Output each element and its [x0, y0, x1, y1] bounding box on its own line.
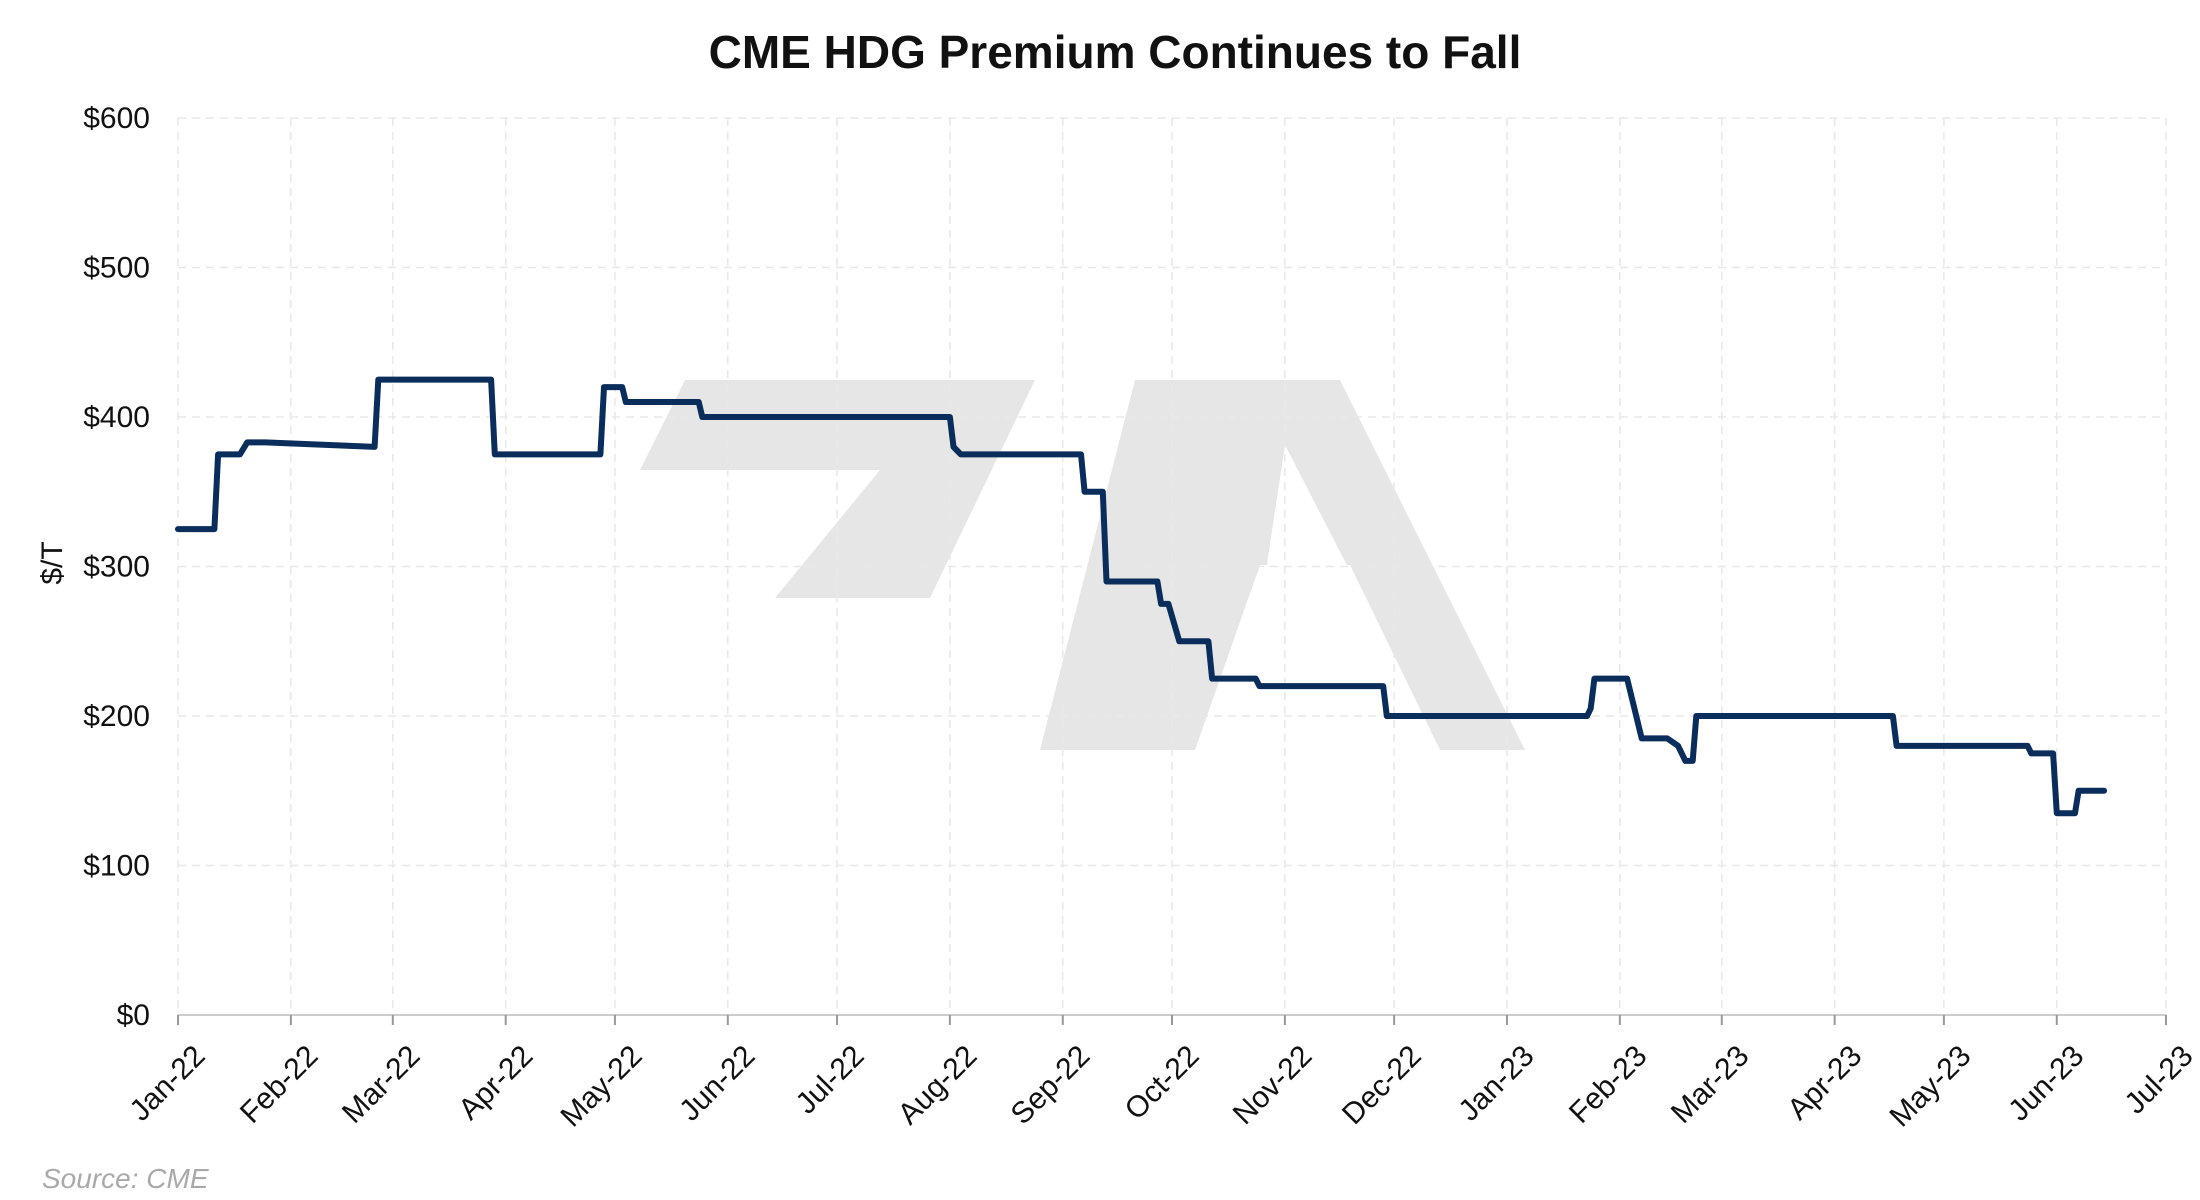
x-tick-label: Apr-22: [452, 1039, 539, 1126]
series-line: [175, 376, 2108, 817]
y-tick-label: $600: [83, 102, 150, 135]
x-tick-label: Feb-22: [234, 1039, 325, 1130]
y-axis-label: $/T: [36, 541, 69, 584]
x-tick-label: Jan-23: [1452, 1039, 1540, 1127]
x-tick-label: Sep-22: [1005, 1039, 1097, 1131]
y-ticks: $0 $100 $200 $300 $400 $500 $600: [83, 102, 150, 1032]
y-tick-label: $0: [117, 999, 150, 1032]
x-tick-label: Jul-22: [790, 1039, 871, 1120]
x-tick-label: Jun-22: [673, 1039, 761, 1127]
x-tick-label: Dec-22: [1336, 1039, 1428, 1131]
y-tick-label: $200: [83, 700, 150, 733]
x-tick-label: Apr-23: [1781, 1039, 1868, 1126]
y-tick-label: $100: [83, 850, 150, 883]
source-note: Source: CME: [42, 1163, 209, 1194]
x-tick-label: Jul-23: [2119, 1039, 2200, 1120]
y-tick-label: $500: [83, 252, 150, 285]
x-tick-label: May-23: [1883, 1039, 1977, 1133]
x-tick-label: Jan-22: [123, 1039, 211, 1127]
y-tick-label: $400: [83, 401, 150, 434]
x-ticks: Jan-22 Feb-22 Mar-22 Apr-22 May-22 Jun-22 Jul-…: [123, 1015, 2200, 1133]
x-tick-label: Feb-23: [1563, 1039, 1654, 1130]
x-tick-label: Mar-22: [336, 1039, 427, 1130]
x-tick-label: Nov-22: [1227, 1039, 1319, 1131]
watermark-logo: [640, 380, 1525, 750]
x-tick-label: May-22: [555, 1039, 649, 1133]
watermark-a-counter: [1260, 445, 1370, 610]
y-tick-label: $300: [83, 551, 150, 584]
x-tick-label: Aug-22: [892, 1039, 984, 1131]
watermark-seven-shape: [640, 380, 1035, 598]
x-tick-label: Jun-23: [2002, 1039, 2090, 1127]
grid: [177, 117, 2167, 1015]
x-tick-label: Mar-23: [1665, 1039, 1756, 1130]
x-tick-label: Oct-22: [1119, 1039, 1206, 1126]
chart-title: CME HDG Premium Continues to Fall: [709, 26, 1522, 78]
